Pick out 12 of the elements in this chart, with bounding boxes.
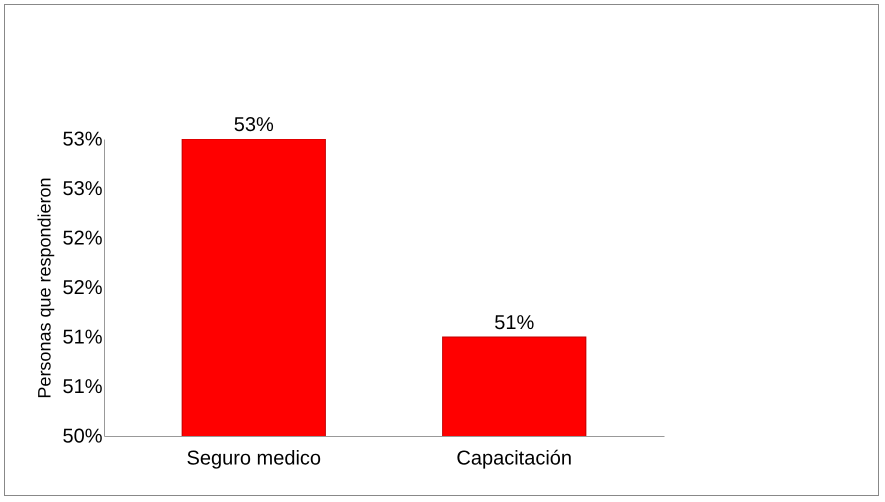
data-label: 51% <box>494 312 534 334</box>
y-tick-label: 53% <box>62 178 103 200</box>
y-tick-label: 50% <box>62 426 103 448</box>
data-label: 53% <box>234 114 274 136</box>
y-tick-label: 51% <box>62 376 103 398</box>
y-tick-label: 52% <box>62 228 103 250</box>
x-tick-label: Capacitación <box>456 448 572 470</box>
y-tick-label: 53% <box>62 128 103 150</box>
y-tick-label: 51% <box>62 326 103 348</box>
x-tick-label: Seguro medico <box>186 448 322 470</box>
y-axis-title: Personas que respondieron <box>34 177 54 399</box>
y-tick-label: 52% <box>62 277 103 299</box>
